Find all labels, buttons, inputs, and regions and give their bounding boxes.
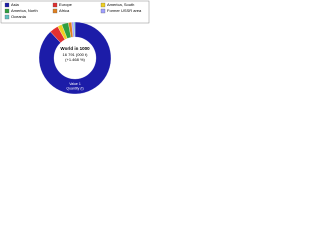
legend-swatch — [4, 14, 10, 20]
slice-label: Quantity (t) — [66, 86, 83, 90]
center-label: World in 1000 — [60, 46, 90, 51]
center-label: (+1.468 %) — [65, 57, 85, 62]
legend-swatch — [52, 8, 58, 14]
legend-swatch — [100, 2, 106, 8]
slice-label: Value 1 — [69, 82, 81, 86]
legend-swatch — [52, 2, 58, 8]
legend-label: Africa — [59, 8, 70, 13]
legend-label: Oceania — [11, 14, 27, 19]
legend-label: Asia — [11, 2, 20, 7]
legend-label: America, North — [11, 8, 38, 13]
legend-swatch — [100, 8, 106, 14]
legend-label: Europe — [59, 2, 73, 7]
center-label: 16 791 (000 t) — [63, 52, 89, 57]
legend-swatch — [4, 2, 10, 8]
legend-label: Former USSR area — [107, 8, 142, 13]
chart: Asia Europe America, South America, North Af… — [0, 0, 150, 95]
legend-swatch — [4, 8, 10, 14]
donut-slice — [38, 21, 112, 95]
legend-label: America, South — [107, 2, 134, 7]
donut-slice — [73, 21, 76, 38]
